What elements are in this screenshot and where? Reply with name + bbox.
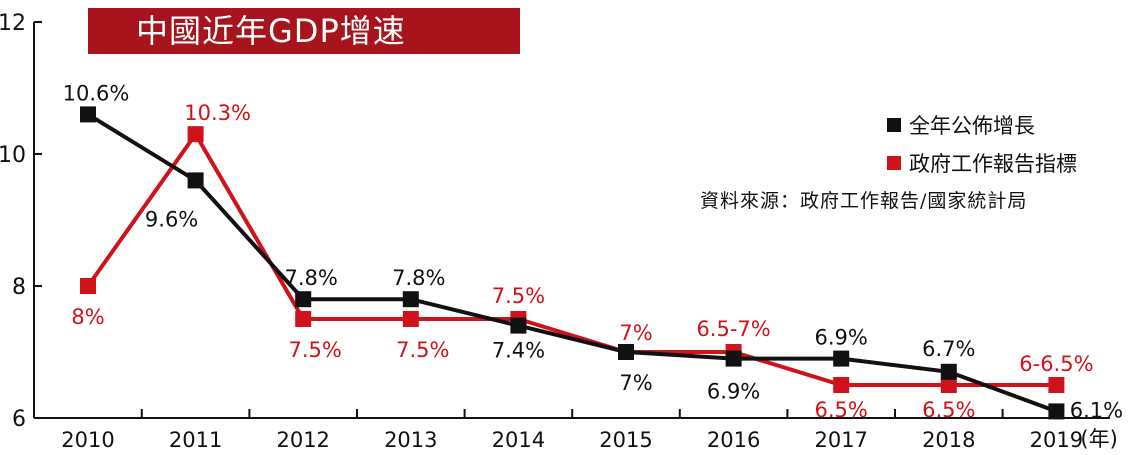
data-label-target: 6.5-7% [696,317,770,341]
data-label-target: 6-6.5% [1019,352,1093,376]
series-markers [80,106,1065,420]
legend: 全年公佈增長 政府工作報告指標 [887,106,1077,182]
x-tick-label: 2018 [922,428,975,452]
y-tick-label: 10 [0,143,26,168]
y-tick-label: 8 [12,275,26,300]
x-tick-label: 2013 [384,428,437,452]
x-tick-label: 2012 [276,428,329,452]
x-axis-unit: (年) [1080,427,1117,451]
data-label-published: 9.6% [145,207,198,231]
data-label-target: 6.5% [922,398,975,422]
chart-axes: 6 8 10 12 2010 2011 2012 2013 2014 2015 2016 2017 20… [0,11,1118,452]
data-label-target: 6.5% [815,398,868,422]
data-label-published: 7.4% [492,339,545,363]
data-label-published: 6.9% [707,380,760,404]
marker-target [1048,377,1065,393]
legend-item-published: 全年公佈增長 [887,106,1077,144]
data-label-target: 7.5% [492,284,545,308]
x-tick-label: 2016 [707,428,760,452]
data-label-target: 10.3% [184,101,251,125]
marker-published [187,172,204,189]
marker-published [510,317,527,334]
data-label-target: 7.5% [289,338,342,362]
marker-published [833,350,850,367]
marker-published [725,350,742,367]
data-label-target: 7% [619,321,652,345]
marker-published [1048,403,1065,420]
data-label-published: 7.8% [392,266,445,290]
marker-target [187,126,204,143]
y-tick-label: 12 [0,11,26,36]
marker-target [833,377,850,393]
marker-published [618,344,634,360]
marker-published [80,106,96,123]
x-tick-label: 2015 [599,428,652,452]
legend-swatch-target [887,156,901,170]
x-tick-label: 2014 [492,428,545,452]
series-line-published [86,112,1058,414]
legend-swatch-published [887,118,901,132]
data-labels: 10.6% 9.6% 7.8% 7.8% 7.4% 7% 6.9% 6.9% 6.7% 6.1% 8… [63,81,1123,422]
marker-target [402,311,419,327]
data-label-published: 7% [619,371,652,395]
marker-published [295,291,312,308]
series-line-target [86,130,1057,387]
data-label-target: 8% [71,305,104,329]
marker-published [940,363,957,380]
x-tick-label: 2010 [61,428,114,452]
x-tick-label: 2011 [169,428,222,452]
marker-target [80,278,96,294]
legend-item-target: 政府工作報告指標 [887,144,1077,182]
data-label-published: 10.6% [63,81,130,105]
chart-title-text: 中國近年GDP增速 [136,12,406,50]
x-tick-label: 2017 [814,428,867,452]
source-note: 資料來源：政府工作報告/國家統計局 [700,190,1028,212]
data-label-published: 7.8% [285,266,338,290]
legend-label-published: 全年公佈增長 [909,114,1035,138]
marker-published [402,291,419,308]
data-label-published: 6.7% [922,337,975,361]
data-label-published: 6.1% [1070,398,1123,422]
x-tick-label: 2019 [1030,428,1083,452]
chart-title: 中國近年GDP增速 [88,8,520,54]
series-lines [86,112,1058,414]
marker-target [295,311,312,327]
data-label-target: 7.5% [396,338,449,362]
marker-target [940,377,957,393]
legend-label-target: 政府工作報告指標 [909,152,1077,176]
y-tick-label: 6 [12,407,26,432]
data-label-published: 6.9% [815,326,868,350]
